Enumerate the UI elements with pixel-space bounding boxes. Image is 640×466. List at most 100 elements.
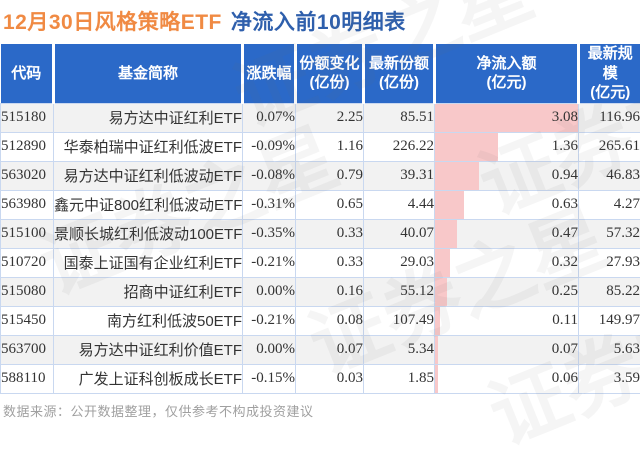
change-pct-cell: -0.31% <box>243 190 296 219</box>
fund-name-cell: 易方达中证红利低波动ETF <box>54 161 243 190</box>
fund-name-cell: 招商中证红利ETF <box>54 277 243 306</box>
latest-scale-cell: 149.97 <box>579 306 640 335</box>
change-pct-cell: -0.15% <box>243 364 296 393</box>
fund-code-cell: 515080 <box>1 277 54 306</box>
net-inflow-value: 0.11 <box>552 312 578 328</box>
fund-name-cell: 南方红利低波50ETF <box>54 306 243 335</box>
net-inflow-cell: 0.06 <box>435 364 579 393</box>
latest-share-cell: 4.44 <box>364 190 435 219</box>
column-header-4: 最新份额 (亿份) <box>364 44 435 103</box>
net-inflow-value: 0.47 <box>552 225 578 241</box>
latest-share-cell: 55.12 <box>364 277 435 306</box>
net-inflow-value: 0.32 <box>552 254 578 270</box>
change-pct-cell: 0.00% <box>243 277 296 306</box>
fund-code-cell: 563980 <box>1 190 54 219</box>
net-inflow-value: 0.25 <box>552 283 578 299</box>
title-date-segment: 12月30日风格策略ETF <box>3 11 222 34</box>
fund-name-cell: 鑫元中证800红利低波动ETF <box>54 190 243 219</box>
net-inflow-data-bar <box>435 191 464 219</box>
latest-scale-cell: 265.61 <box>579 132 640 161</box>
share-change-cell: 0.08 <box>296 306 364 335</box>
latest-scale-cell: 5.63 <box>579 335 640 364</box>
net-inflow-data-bar <box>435 162 479 190</box>
net-inflow-cell: 0.32 <box>435 248 579 277</box>
latest-scale-cell: 4.27 <box>579 190 640 219</box>
net-inflow-data-bar <box>435 133 498 161</box>
fund-name-cell: 易方达中证红利价值ETF <box>54 335 243 364</box>
net-inflow-cell: 0.63 <box>435 190 579 219</box>
column-header-2: 涨跌幅 <box>243 44 296 103</box>
fund-code-cell: 510720 <box>1 248 54 277</box>
table-header-row: 代码基金简称涨跌幅份额变化 (亿份)最新份额 (亿份)净流入额 (亿元)最新规模… <box>1 44 640 103</box>
fund-name-cell: 易方达中证红利ETF <box>54 103 243 132</box>
change-pct-cell: -0.09% <box>243 132 296 161</box>
net-inflow-cell: 0.07 <box>435 335 579 364</box>
share-change-cell: 0.65 <box>296 190 364 219</box>
fund-name-cell: 国泰上证国有企业红利ETF <box>54 248 243 277</box>
net-inflow-data-bar <box>435 365 438 393</box>
fund-code-cell: 515450 <box>1 306 54 335</box>
fund-code-cell: 512890 <box>1 132 54 161</box>
net-inflow-cell: 0.11 <box>435 306 579 335</box>
column-header-3: 份额变化 (亿份) <box>296 44 364 103</box>
latest-share-cell: 85.51 <box>364 103 435 132</box>
fund-name-cell: 广发上证科创板成长ETF <box>54 364 243 393</box>
etf-net-inflow-table: 代码基金简称涨跌幅份额变化 (亿份)最新份额 (亿份)净流入额 (亿元)最新规模… <box>0 44 640 394</box>
latest-share-cell: 29.03 <box>364 248 435 277</box>
net-inflow-value: 0.06 <box>552 370 578 386</box>
net-inflow-cell: 0.94 <box>435 161 579 190</box>
net-inflow-data-bar <box>435 336 438 364</box>
column-header-6: 最新规模 (亿元) <box>579 44 640 103</box>
latest-share-cell: 1.85 <box>364 364 435 393</box>
data-source-note: 数据来源：公开数据整理，仅供参考不构成投资建议 <box>0 401 640 420</box>
net-inflow-cell: 0.25 <box>435 277 579 306</box>
fund-name-cell: 华泰柏瑞中证红利低波ETF <box>54 132 243 161</box>
change-pct-cell: -0.21% <box>243 306 296 335</box>
net-inflow-value: 0.07 <box>552 341 578 357</box>
title-suffix-segment: 净流入前10明细表 <box>231 11 406 34</box>
fund-code-cell: 515180 <box>1 103 54 132</box>
change-pct-cell: -0.21% <box>243 248 296 277</box>
fund-code-cell: 515100 <box>1 219 54 248</box>
net-inflow-value: 0.94 <box>552 167 578 183</box>
latest-scale-cell: 85.22 <box>579 277 640 306</box>
share-change-cell: 0.07 <box>296 335 364 364</box>
net-inflow-cell: 0.47 <box>435 219 579 248</box>
latest-scale-cell: 27.93 <box>579 248 640 277</box>
change-pct-cell: -0.08% <box>243 161 296 190</box>
change-pct-cell: 0.07% <box>243 103 296 132</box>
net-inflow-data-bar <box>435 220 457 248</box>
fund-code-cell: 588110 <box>1 364 54 393</box>
page-title: 12月30日风格策略ETF 净流入前10明细表 <box>0 0 640 44</box>
latest-scale-cell: 57.32 <box>579 219 640 248</box>
column-header-1: 基金简称 <box>54 44 243 103</box>
change-pct-cell: -0.35% <box>243 219 296 248</box>
latest-share-cell: 107.49 <box>364 306 435 335</box>
net-inflow-value: 3.08 <box>552 109 578 125</box>
fund-code-cell: 563700 <box>1 335 54 364</box>
fund-name-cell: 景顺长城红利低波动100ETF <box>54 219 243 248</box>
net-inflow-value: 0.63 <box>552 196 578 212</box>
net-inflow-cell: 3.08 <box>435 103 579 132</box>
share-change-cell: 0.33 <box>296 219 364 248</box>
fund-code-cell: 563020 <box>1 161 54 190</box>
change-pct-cell: 0.00% <box>243 335 296 364</box>
share-change-cell: 1.16 <box>296 132 364 161</box>
column-header-0: 代码 <box>1 44 54 103</box>
net-inflow-cell: 1.36 <box>435 132 579 161</box>
net-inflow-data-bar <box>435 278 447 306</box>
latest-share-cell: 226.22 <box>364 132 435 161</box>
column-header-5: 净流入额 (亿元) <box>435 44 579 103</box>
latest-scale-cell: 116.96 <box>579 103 640 132</box>
latest-share-cell: 40.07 <box>364 219 435 248</box>
net-inflow-data-bar <box>435 249 450 277</box>
